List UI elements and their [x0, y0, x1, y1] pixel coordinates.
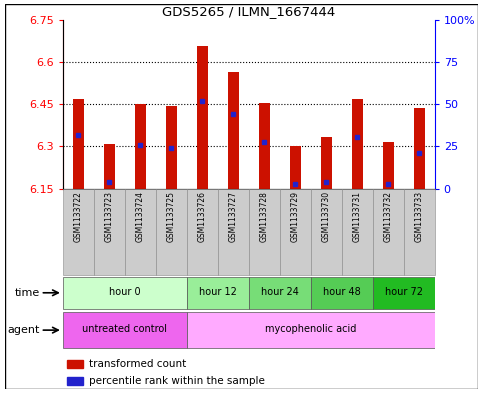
Bar — [135, 104, 146, 189]
Text: untreated control: untreated control — [82, 324, 167, 334]
Bar — [280, 189, 311, 275]
Title: GDS5265 / ILMN_1667444: GDS5265 / ILMN_1667444 — [162, 6, 335, 18]
Bar — [311, 277, 373, 309]
Bar — [166, 106, 177, 189]
Text: hour 0: hour 0 — [109, 287, 141, 297]
Bar — [259, 103, 270, 189]
Bar — [73, 99, 84, 189]
Bar — [67, 360, 83, 368]
Bar — [63, 189, 94, 275]
Bar — [104, 143, 114, 189]
Bar — [352, 99, 363, 189]
Bar — [197, 46, 208, 189]
Bar — [218, 189, 249, 275]
Text: GSM1133724: GSM1133724 — [136, 191, 145, 242]
Bar — [311, 189, 342, 275]
Text: hour 12: hour 12 — [199, 287, 237, 297]
Bar — [373, 189, 404, 275]
Text: transformed count: transformed count — [89, 359, 186, 369]
Bar — [125, 189, 156, 275]
Text: GSM1133732: GSM1133732 — [384, 191, 393, 242]
Bar — [383, 142, 394, 189]
Text: GSM1133731: GSM1133731 — [353, 191, 362, 242]
Text: GSM1133723: GSM1133723 — [105, 191, 114, 242]
Text: agent: agent — [7, 325, 40, 335]
Bar — [404, 189, 435, 275]
Text: time: time — [14, 288, 40, 298]
Text: hour 48: hour 48 — [323, 287, 361, 297]
Bar — [63, 312, 187, 348]
Text: percentile rank within the sample: percentile rank within the sample — [89, 376, 265, 386]
Bar — [94, 189, 125, 275]
Text: GSM1133729: GSM1133729 — [291, 191, 300, 242]
Bar — [249, 189, 280, 275]
Bar — [414, 108, 425, 189]
Text: hour 72: hour 72 — [384, 287, 423, 297]
Bar — [290, 146, 300, 189]
Bar — [67, 377, 83, 385]
Bar — [187, 277, 249, 309]
Text: GSM1133730: GSM1133730 — [322, 191, 331, 242]
Text: mycophenolic acid: mycophenolic acid — [265, 324, 356, 334]
Bar — [373, 277, 435, 309]
Text: GSM1133726: GSM1133726 — [198, 191, 207, 242]
Text: GSM1133733: GSM1133733 — [415, 191, 424, 242]
Text: GSM1133727: GSM1133727 — [229, 191, 238, 242]
Bar — [249, 277, 311, 309]
Bar — [63, 277, 187, 309]
Bar — [321, 136, 332, 189]
Bar — [187, 189, 218, 275]
Text: hour 24: hour 24 — [261, 287, 298, 297]
Bar — [187, 312, 435, 348]
Bar — [342, 189, 373, 275]
Text: GSM1133728: GSM1133728 — [260, 191, 269, 242]
Bar — [156, 189, 187, 275]
Text: GSM1133725: GSM1133725 — [167, 191, 176, 242]
Text: GSM1133722: GSM1133722 — [74, 191, 83, 242]
Bar — [228, 72, 239, 189]
